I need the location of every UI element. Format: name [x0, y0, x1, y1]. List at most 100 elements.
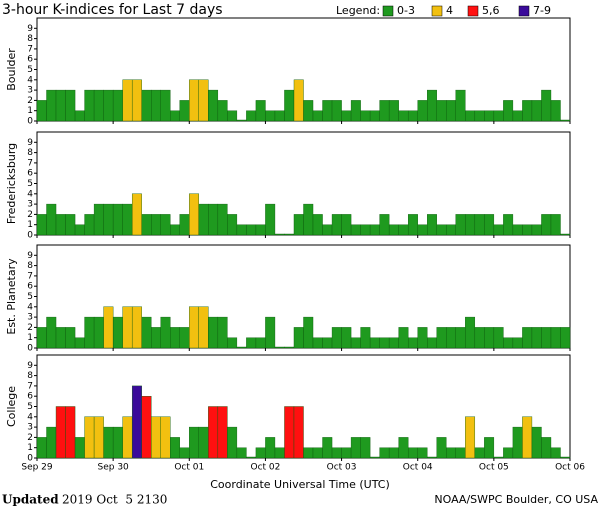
bar: [84, 214, 95, 236]
bar: [112, 89, 123, 122]
bar: [36, 327, 47, 349]
bar: [379, 447, 390, 459]
bar: [151, 89, 161, 122]
y-tick-label: 7: [27, 44, 33, 54]
bar: [122, 306, 133, 349]
bar: [208, 203, 219, 236]
bar: [217, 316, 228, 349]
bar: [227, 337, 238, 349]
y-tick-label: 0: [27, 344, 33, 354]
x-tick-label: Oct 01: [174, 463, 204, 473]
bar: [331, 100, 342, 122]
bar: [131, 385, 142, 459]
bar: [465, 316, 476, 349]
bar: [303, 203, 314, 236]
y-tick-label: 9: [27, 138, 33, 148]
bar: [417, 447, 428, 459]
bar: [512, 110, 523, 122]
bar: [455, 447, 466, 459]
y-tick-label: 0: [27, 231, 33, 241]
bar: [369, 337, 380, 349]
bar: [103, 203, 114, 236]
bar: [331, 447, 342, 459]
bar: [227, 110, 238, 122]
y-tick-label: 6: [27, 169, 33, 179]
bar: [265, 437, 276, 459]
bar: [293, 406, 304, 459]
y-tick-label: 5: [27, 402, 33, 412]
bar: [465, 110, 476, 122]
bar: [141, 316, 152, 349]
bar: [484, 327, 495, 349]
bar: [398, 224, 409, 236]
bar: [541, 327, 552, 349]
bar: [227, 214, 238, 236]
bar: [303, 316, 314, 349]
bar: [522, 100, 533, 122]
panel-name: Est. Planetary: [5, 258, 18, 335]
bar: [179, 447, 190, 459]
bar: [170, 110, 180, 122]
bar: [369, 456, 380, 459]
bar: [46, 89, 57, 122]
y-tick-label: 7: [27, 271, 33, 281]
bar: [198, 203, 209, 236]
bar: [446, 447, 456, 459]
bar: [541, 437, 552, 459]
bar: [541, 214, 552, 236]
bar: [522, 224, 533, 236]
bar: [160, 89, 171, 122]
bar: [360, 327, 371, 349]
bar: [274, 233, 285, 236]
y-tick-label: 3: [27, 86, 33, 96]
bar: [46, 316, 57, 349]
bar: [265, 316, 276, 349]
bar: [407, 447, 418, 459]
y-tick-label: 5: [27, 179, 33, 189]
bar: [227, 426, 238, 459]
y-tick-label: 2: [27, 323, 33, 333]
bar: [103, 426, 114, 459]
bar: [322, 337, 333, 349]
bar: [398, 327, 409, 349]
bar: [55, 89, 66, 122]
panel-name: College: [5, 386, 18, 427]
bar: [236, 119, 247, 122]
bar: [93, 316, 104, 349]
panel-name: Boulder: [5, 48, 18, 91]
legend-label: 0-3: [397, 4, 415, 17]
y-tick-label: 4: [27, 412, 33, 422]
bar: [160, 416, 171, 459]
bar: [341, 447, 352, 459]
bar: [74, 437, 85, 459]
y-tick-label: 1: [27, 220, 33, 230]
bar: [503, 100, 514, 122]
bar: [388, 224, 399, 236]
bar: [46, 426, 57, 459]
bar: [503, 447, 514, 459]
bar: [350, 437, 361, 459]
bar: [160, 214, 171, 236]
bar: [427, 456, 437, 459]
legend-swatch: [382, 5, 394, 17]
bar: [141, 396, 152, 459]
bar: [170, 224, 180, 236]
bar: [465, 416, 476, 459]
bar: [522, 327, 533, 349]
credit: NOAA/SWPC Boulder, CO USA: [434, 493, 598, 506]
bar: [141, 214, 152, 236]
bar: [255, 447, 266, 459]
bar: [236, 224, 247, 236]
bar: [417, 100, 428, 122]
bar: [131, 79, 142, 122]
legend-label: 5,6: [482, 4, 500, 17]
bar: [93, 89, 104, 122]
bar: [550, 214, 561, 236]
y-tick-label: 9: [27, 24, 33, 34]
bar: [436, 327, 447, 349]
bar: [55, 214, 66, 236]
bar: [255, 100, 266, 122]
bar: [46, 203, 57, 236]
bar: [446, 327, 456, 349]
